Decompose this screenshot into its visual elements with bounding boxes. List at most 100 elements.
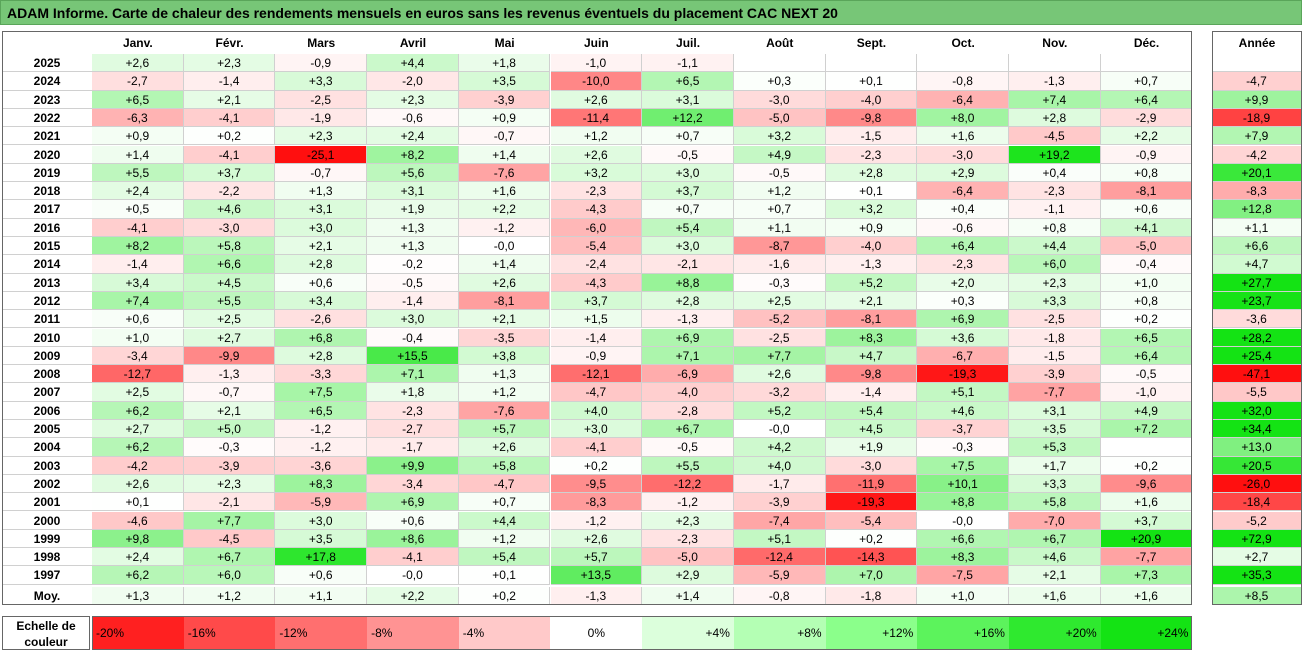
heatmap-cell: +1,5 bbox=[550, 310, 643, 329]
heatmap-cell: +5,8 bbox=[1009, 493, 1101, 512]
heatmap-cell: +7,2 bbox=[1100, 420, 1193, 439]
heatmap-cell: +2,3 bbox=[183, 474, 276, 494]
heatmap-cell: -1,3 bbox=[825, 255, 918, 274]
heatmap-cell: +7,3 bbox=[1100, 566, 1193, 585]
heatmap-cell: +2,5 bbox=[183, 310, 276, 329]
heatmap-cell: +3,7 bbox=[642, 182, 734, 201]
year-label: 2021 bbox=[2, 127, 92, 146]
heatmap-cell: +0,1 bbox=[825, 72, 918, 91]
heatmap-cell: +6,2 bbox=[92, 438, 184, 457]
average-cell: +1,1 bbox=[275, 586, 368, 605]
annual-cell: +27,7 bbox=[1212, 273, 1302, 292]
annual-cell: -18,4 bbox=[1212, 493, 1302, 512]
heatmap-cell: +3,0 bbox=[275, 511, 368, 530]
month-header: Août bbox=[733, 33, 826, 53]
annual-cell: +12,8 bbox=[1212, 200, 1302, 219]
heatmap-cell: -3,9 bbox=[733, 493, 826, 512]
heatmap-cell: -3,6 bbox=[275, 456, 368, 475]
average-annual-cell: +8,5 bbox=[1212, 586, 1302, 605]
heatmap-cell: +7,1 bbox=[367, 365, 459, 384]
month-header: Déc. bbox=[1100, 33, 1193, 53]
heatmap-cell: -1,9 bbox=[275, 108, 368, 128]
scale-label-line1: Echelle de bbox=[16, 619, 76, 633]
heatmap-cell: -1,4 bbox=[550, 328, 643, 347]
heatmap-cell: +19,2 bbox=[1009, 145, 1101, 164]
heatmap-cell: +2,3 bbox=[1009, 273, 1101, 292]
heatmap-cell: -0,5 bbox=[1100, 365, 1193, 384]
heatmap-cell: +7,4 bbox=[1009, 90, 1101, 109]
heatmap-cell: +2,8 bbox=[825, 163, 918, 183]
heatmap-cell: -3,9 bbox=[458, 90, 551, 109]
heatmap-cell: +1,9 bbox=[825, 438, 918, 457]
heatmap-cell: +17,8 bbox=[275, 548, 368, 567]
heatmap-cell: -12,2 bbox=[642, 474, 734, 494]
heatmap-cell: -4,0 bbox=[642, 383, 734, 402]
heatmap-cell: -0,9 bbox=[550, 346, 643, 366]
heatmap-cell: +5,5 bbox=[92, 163, 184, 183]
heatmap-cell: -4,1 bbox=[183, 108, 276, 128]
heatmap-cell: +1,6 bbox=[458, 182, 551, 201]
heatmap-cell: -1,6 bbox=[733, 255, 826, 274]
heatmap-cell: -4,1 bbox=[550, 438, 643, 457]
annual-cell: +6,6 bbox=[1212, 237, 1302, 256]
year-label: 1997 bbox=[2, 566, 92, 585]
average-cell: -1,8 bbox=[825, 586, 918, 605]
heatmap-cell: +4,7 bbox=[825, 346, 918, 366]
heatmap-cell: +7,0 bbox=[825, 566, 918, 585]
heatmap-cell: -0,3 bbox=[917, 438, 1009, 457]
heatmap-cell: +15,5 bbox=[367, 346, 459, 366]
year-label: 2012 bbox=[2, 291, 92, 311]
heatmap-cell: +4,5 bbox=[825, 420, 918, 439]
heatmap-cell: +3,1 bbox=[367, 182, 459, 201]
heatmap-cell: +3,3 bbox=[1009, 474, 1101, 494]
heatmap-cell: -2,9 bbox=[1100, 108, 1193, 128]
scale-stop: +4% bbox=[642, 616, 734, 650]
year-label: 2020 bbox=[2, 145, 92, 164]
heatmap-cell bbox=[917, 54, 1009, 73]
heatmap-cell: -4,1 bbox=[183, 145, 276, 164]
heatmap-cell: +5,4 bbox=[458, 548, 551, 567]
annual-cell: -8,3 bbox=[1212, 182, 1302, 201]
year-label: 2014 bbox=[2, 255, 92, 274]
heatmap-cell: -6,7 bbox=[917, 346, 1009, 366]
heatmap-cell: -12,7 bbox=[92, 365, 184, 384]
heatmap-cell: +13,5 bbox=[550, 566, 643, 585]
heatmap-cell: +3,2 bbox=[550, 163, 643, 183]
heatmap-cell: -10,0 bbox=[550, 72, 643, 91]
heatmap-cell: -2,7 bbox=[92, 72, 184, 91]
heatmap-cell: +1,3 bbox=[367, 218, 459, 237]
heatmap-cell: +6,8 bbox=[275, 328, 368, 347]
year-label: 2015 bbox=[2, 237, 92, 256]
heatmap-cell: +3,3 bbox=[275, 72, 368, 91]
heatmap-cell: -2,1 bbox=[642, 255, 734, 274]
heatmap-cell: -7,0 bbox=[1009, 511, 1101, 530]
heatmap-cell: +0,2 bbox=[825, 529, 918, 549]
heatmap-cell: +1,2 bbox=[458, 383, 551, 402]
heatmap-cell: -3,2 bbox=[733, 383, 826, 402]
heatmap-cell: +5,3 bbox=[1009, 438, 1101, 457]
heatmap-cell: +8,0 bbox=[917, 108, 1009, 128]
heatmap-cell: -0,0 bbox=[458, 237, 551, 256]
heatmap-cell: +3,2 bbox=[825, 200, 918, 219]
heatmap-cell: -0,5 bbox=[642, 438, 734, 457]
heatmap-cell: +2,9 bbox=[917, 163, 1009, 183]
heatmap-cell: +9,8 bbox=[92, 529, 184, 549]
year-label: 1998 bbox=[2, 548, 92, 567]
year-label: 2019 bbox=[2, 163, 92, 183]
heatmap-cell: +7,1 bbox=[642, 346, 734, 366]
heatmap-cell: +2,1 bbox=[183, 90, 276, 109]
heatmap-cell: -4,0 bbox=[825, 90, 918, 109]
heatmap-cell: +6,0 bbox=[1009, 255, 1101, 274]
heatmap-cell: -2,3 bbox=[917, 255, 1009, 274]
scale-label: Echelle de couleur bbox=[2, 616, 90, 650]
annual-cell: -26,0 bbox=[1212, 474, 1302, 494]
heatmap-cell: -3,4 bbox=[367, 474, 459, 494]
heatmap-cell: +2,0 bbox=[917, 273, 1009, 292]
heatmap-cell: +3,3 bbox=[1009, 291, 1101, 311]
heatmap-cell: +6,4 bbox=[1100, 90, 1193, 109]
heatmap-cell: +4,6 bbox=[1009, 548, 1101, 567]
heatmap-cell: -1,7 bbox=[733, 474, 826, 494]
year-label: 2013 bbox=[2, 273, 92, 292]
heatmap-cell: -4,3 bbox=[550, 273, 643, 292]
heatmap-cell: +2,1 bbox=[183, 401, 276, 420]
